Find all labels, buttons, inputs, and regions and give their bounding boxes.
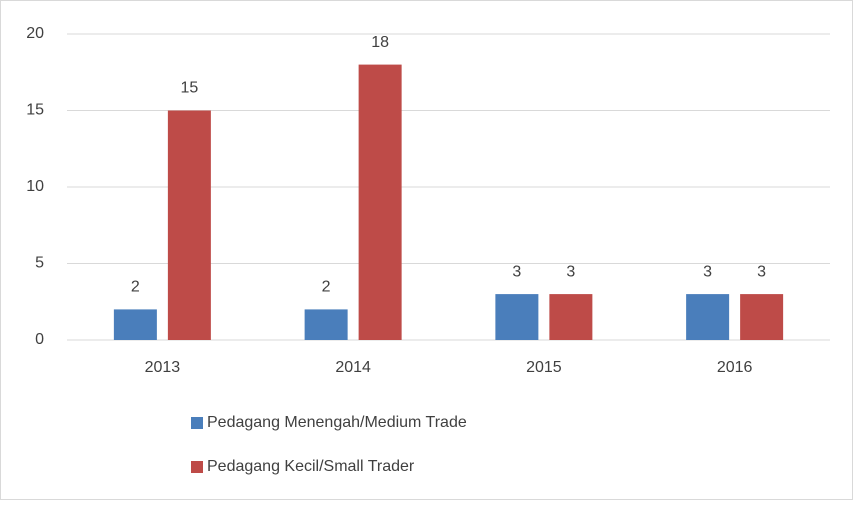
y-tick-label: 0 (35, 331, 44, 348)
legend-swatch (191, 417, 203, 429)
legend-label: Pedagang Menengah/Medium Trade (207, 414, 467, 431)
bar (686, 294, 730, 340)
bar (358, 64, 402, 340)
x-tick-label: 2014 (335, 359, 371, 376)
y-tick-label: 10 (26, 178, 44, 195)
data-label: 3 (512, 263, 521, 280)
bar (304, 309, 348, 340)
data-label: 3 (566, 263, 575, 280)
legend-label: Pedagang Kecil/Small Trader (207, 458, 415, 475)
y-tick-label: 20 (26, 25, 44, 42)
y-tick-label: 5 (35, 255, 44, 272)
data-label: 15 (180, 80, 198, 97)
data-label: 2 (322, 279, 331, 296)
x-tick-label: 2016 (717, 359, 753, 376)
legend-swatch (191, 461, 203, 473)
data-label: 3 (703, 263, 712, 280)
x-tick-label: 2013 (145, 359, 181, 376)
x-tick-label: 2015 (526, 359, 562, 376)
data-label: 18 (371, 34, 389, 51)
bar (167, 110, 211, 340)
data-label: 3 (757, 263, 766, 280)
bar (113, 309, 157, 340)
y-tick-label: 15 (26, 102, 44, 119)
bar (549, 294, 593, 340)
bar (740, 294, 784, 340)
bar (495, 294, 539, 340)
data-label: 2 (131, 279, 140, 296)
